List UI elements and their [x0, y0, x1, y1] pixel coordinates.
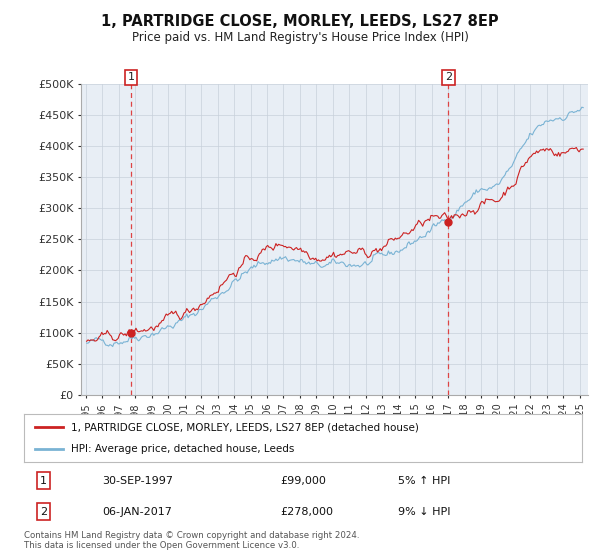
- Text: Price paid vs. HM Land Registry's House Price Index (HPI): Price paid vs. HM Land Registry's House …: [131, 31, 469, 44]
- Text: 5% ↑ HPI: 5% ↑ HPI: [398, 475, 450, 486]
- Text: 2: 2: [445, 72, 452, 82]
- Text: 30-SEP-1997: 30-SEP-1997: [102, 475, 173, 486]
- Text: HPI: Average price, detached house, Leeds: HPI: Average price, detached house, Leed…: [71, 444, 295, 454]
- Text: 1, PARTRIDGE CLOSE, MORLEY, LEEDS, LS27 8EP (detached house): 1, PARTRIDGE CLOSE, MORLEY, LEEDS, LS27 …: [71, 422, 419, 432]
- Text: 1: 1: [40, 475, 47, 486]
- Text: Contains HM Land Registry data © Crown copyright and database right 2024.
This d: Contains HM Land Registry data © Crown c…: [24, 531, 359, 550]
- Text: £99,000: £99,000: [281, 475, 326, 486]
- Text: 1, PARTRIDGE CLOSE, MORLEY, LEEDS, LS27 8EP: 1, PARTRIDGE CLOSE, MORLEY, LEEDS, LS27 …: [101, 14, 499, 29]
- Text: 9% ↓ HPI: 9% ↓ HPI: [398, 507, 451, 517]
- Text: 06-JAN-2017: 06-JAN-2017: [102, 507, 172, 517]
- Text: £278,000: £278,000: [281, 507, 334, 517]
- Text: 1: 1: [128, 72, 135, 82]
- Text: 2: 2: [40, 507, 47, 517]
